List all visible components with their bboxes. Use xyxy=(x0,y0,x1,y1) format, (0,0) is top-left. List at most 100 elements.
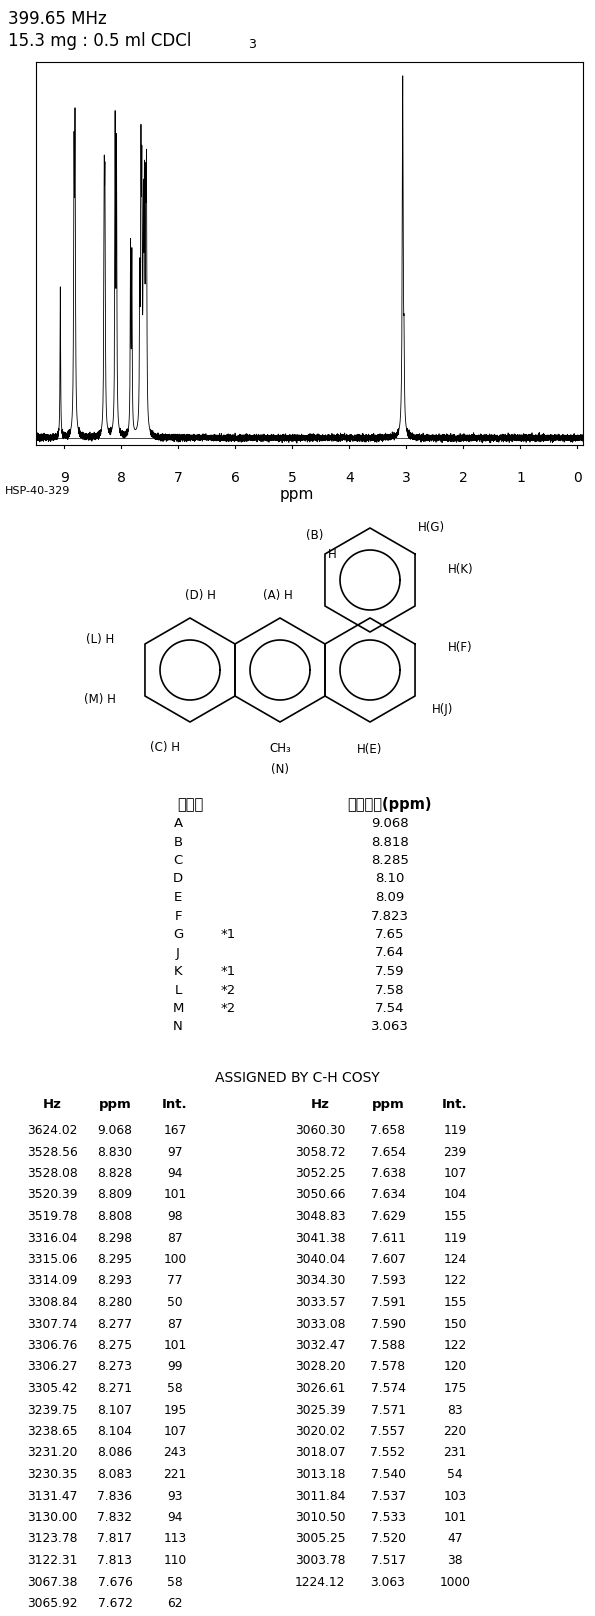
Text: 94: 94 xyxy=(167,1167,183,1180)
Text: 7.634: 7.634 xyxy=(371,1188,405,1202)
Text: Int.: Int. xyxy=(442,1097,468,1112)
Text: 83: 83 xyxy=(447,1404,463,1417)
Text: *1: *1 xyxy=(220,965,236,978)
Text: 0: 0 xyxy=(573,470,582,485)
Text: 3519.78: 3519.78 xyxy=(27,1210,77,1223)
Text: 8.298: 8.298 xyxy=(98,1231,133,1244)
Text: N: N xyxy=(173,1020,183,1034)
Text: 110: 110 xyxy=(164,1555,187,1568)
Text: 239: 239 xyxy=(443,1146,466,1159)
Text: 3528.56: 3528.56 xyxy=(27,1146,77,1159)
Text: 8.10: 8.10 xyxy=(375,873,405,886)
Text: 1: 1 xyxy=(516,470,525,485)
Text: D: D xyxy=(173,873,183,886)
Text: 77: 77 xyxy=(167,1275,183,1288)
Text: 104: 104 xyxy=(443,1188,466,1202)
Text: 107: 107 xyxy=(164,1425,187,1438)
Text: Hz: Hz xyxy=(311,1097,330,1112)
Text: 122: 122 xyxy=(443,1275,466,1288)
Text: F: F xyxy=(174,910,181,923)
Text: 7.672: 7.672 xyxy=(98,1597,133,1610)
Text: L: L xyxy=(174,984,181,997)
Text: 8.285: 8.285 xyxy=(371,853,409,868)
Text: 8.295: 8.295 xyxy=(98,1252,133,1265)
Text: 3131.47: 3131.47 xyxy=(27,1490,77,1503)
Text: 3308.84: 3308.84 xyxy=(27,1296,77,1309)
Text: 8.293: 8.293 xyxy=(98,1275,133,1288)
Text: 3052.25: 3052.25 xyxy=(295,1167,345,1180)
Text: 3060.30: 3060.30 xyxy=(295,1125,345,1138)
Text: 47: 47 xyxy=(447,1532,463,1545)
Text: 7.557: 7.557 xyxy=(371,1425,406,1438)
Text: (C) H: (C) H xyxy=(150,742,180,755)
Text: 3315.06: 3315.06 xyxy=(27,1252,77,1265)
Text: 101: 101 xyxy=(164,1340,187,1353)
Text: 7.64: 7.64 xyxy=(375,947,405,960)
Text: 93: 93 xyxy=(167,1490,183,1503)
Text: 7.537: 7.537 xyxy=(371,1490,406,1503)
Text: 7.588: 7.588 xyxy=(370,1340,406,1353)
Text: 7.590: 7.590 xyxy=(371,1317,406,1330)
Text: 3013.18: 3013.18 xyxy=(295,1467,345,1480)
Text: H: H xyxy=(328,548,336,561)
Text: H(F): H(F) xyxy=(448,642,472,654)
Text: 62: 62 xyxy=(167,1597,183,1610)
Text: 7.571: 7.571 xyxy=(371,1404,406,1417)
Text: (L) H: (L) H xyxy=(86,633,114,646)
Text: 7.59: 7.59 xyxy=(375,965,405,978)
Text: 7.817: 7.817 xyxy=(98,1532,133,1545)
Text: 98: 98 xyxy=(167,1210,183,1223)
Text: 99: 99 xyxy=(167,1361,183,1374)
Text: 119: 119 xyxy=(443,1125,466,1138)
Text: 3305.42: 3305.42 xyxy=(27,1382,77,1395)
Text: *2: *2 xyxy=(220,984,236,997)
Text: 124: 124 xyxy=(443,1252,466,1265)
Text: 8.09: 8.09 xyxy=(375,890,405,903)
Text: 3067.38: 3067.38 xyxy=(27,1576,77,1589)
Text: B: B xyxy=(173,835,183,848)
Text: H(G): H(G) xyxy=(418,522,445,535)
Text: 3230.35: 3230.35 xyxy=(27,1467,77,1480)
Text: 3032.47: 3032.47 xyxy=(295,1340,345,1353)
Text: ppm: ppm xyxy=(99,1097,131,1112)
Text: 38: 38 xyxy=(447,1555,463,1568)
Text: 7: 7 xyxy=(174,470,183,485)
Text: 3026.61: 3026.61 xyxy=(295,1382,345,1395)
Text: 7.574: 7.574 xyxy=(371,1382,406,1395)
Text: 化学位移(ppm): 化学位移(ppm) xyxy=(347,797,432,811)
Text: 3028.20: 3028.20 xyxy=(295,1361,345,1374)
Text: 7.533: 7.533 xyxy=(371,1511,406,1524)
Text: 3065.92: 3065.92 xyxy=(27,1597,77,1610)
Text: 3239.75: 3239.75 xyxy=(27,1404,77,1417)
Text: 399.65 MHz: 399.65 MHz xyxy=(8,10,107,27)
Text: 15.3 mg : 0.5 ml CDCl: 15.3 mg : 0.5 ml CDCl xyxy=(8,32,192,50)
Text: 58: 58 xyxy=(167,1576,183,1589)
Text: 3025.39: 3025.39 xyxy=(295,1404,345,1417)
Text: 4: 4 xyxy=(345,470,353,485)
Text: 8.275: 8.275 xyxy=(98,1340,133,1353)
Text: 101: 101 xyxy=(443,1511,466,1524)
Text: 3316.04: 3316.04 xyxy=(27,1231,77,1244)
Text: 7.832: 7.832 xyxy=(98,1511,133,1524)
Text: 3624.02: 3624.02 xyxy=(27,1125,77,1138)
Text: 155: 155 xyxy=(443,1210,466,1223)
Text: 7.836: 7.836 xyxy=(98,1490,133,1503)
Text: *1: *1 xyxy=(220,928,236,941)
Text: C: C xyxy=(173,853,183,868)
Text: 3528.08: 3528.08 xyxy=(27,1167,77,1180)
Text: 120: 120 xyxy=(443,1361,466,1374)
Text: 3: 3 xyxy=(248,39,256,52)
Text: 122: 122 xyxy=(443,1340,466,1353)
Text: 1224.12: 1224.12 xyxy=(295,1576,345,1589)
Text: 3005.25: 3005.25 xyxy=(295,1532,345,1545)
Text: 243: 243 xyxy=(164,1446,187,1459)
Text: 103: 103 xyxy=(443,1490,466,1503)
Text: 3033.08: 3033.08 xyxy=(295,1317,345,1330)
Text: 3011.84: 3011.84 xyxy=(295,1490,345,1503)
Text: 3018.07: 3018.07 xyxy=(295,1446,345,1459)
Text: 8: 8 xyxy=(117,470,126,485)
Text: 8.107: 8.107 xyxy=(98,1404,133,1417)
Text: A: A xyxy=(173,818,183,831)
Text: 7.676: 7.676 xyxy=(98,1576,133,1589)
Text: ppm: ppm xyxy=(280,486,314,501)
